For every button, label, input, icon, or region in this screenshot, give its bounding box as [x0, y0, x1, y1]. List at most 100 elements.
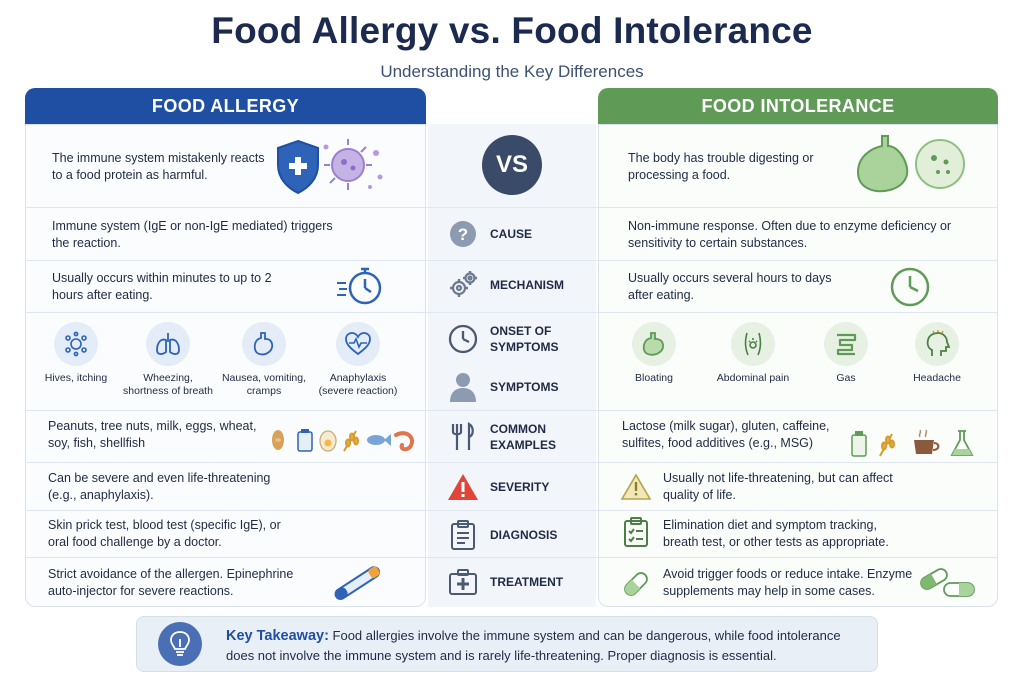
- pills-icon: [918, 565, 976, 599]
- intestine-icon: [824, 322, 868, 366]
- capsule-icon: [620, 568, 652, 600]
- bloated-stomach-icon: [632, 322, 676, 366]
- symptom-label: Nausea, vomiting, cramps: [221, 372, 307, 397]
- wheat-icon: [879, 433, 895, 457]
- category-label: COMMON EXAMPLES: [490, 422, 557, 452]
- intolerance-symptom: Headache: [887, 322, 987, 385]
- category-severity: SEVERITY: [446, 470, 596, 504]
- gears-icon: [446, 268, 480, 302]
- symptom-label: Abdominal pain: [716, 372, 790, 384]
- vs-badge: VS: [482, 135, 542, 195]
- intolerance-intro: The body has trouble digesting or proces…: [628, 151, 814, 182]
- intolerance-treatment: Avoid trigger foods or reduce intake. En…: [663, 567, 913, 598]
- heart-pulse-icon: [336, 322, 380, 366]
- row-divider: [25, 510, 998, 511]
- milk-icon: [297, 429, 313, 452]
- allergy-onset: Usually occurs within minutes to up to 2…: [52, 271, 272, 302]
- category-mechanism: MECHANISM: [446, 268, 596, 302]
- peanut-icon: [272, 430, 284, 450]
- clock-icon: [888, 265, 932, 309]
- category-cause: ? CAUSE: [446, 217, 596, 251]
- allergy-symptom: Hives, itching: [26, 322, 126, 385]
- intolerance-symptom: Gas: [796, 322, 896, 385]
- coffee-icon: [914, 429, 940, 454]
- fish-icon: [367, 434, 391, 446]
- allergy-intro: The immune system mistakenly reacts to a…: [52, 151, 265, 182]
- category-diagnosis: DIAGNOSIS: [446, 518, 596, 552]
- lungs-icon: [146, 322, 190, 366]
- symptom-label: Headache: [913, 372, 961, 384]
- allergen-foods-icon: [268, 427, 418, 453]
- epinephrine-injector-icon: [328, 562, 390, 602]
- allergy-severity: Can be severe and even life-threatening …: [48, 471, 271, 502]
- symptom-label: Gas: [836, 372, 856, 384]
- checklist-icon: [622, 516, 650, 548]
- headache-icon: [915, 322, 959, 366]
- symptom-label: Bloating: [635, 372, 673, 384]
- stopwatch-icon: [335, 263, 385, 309]
- category-label: CAUSE: [490, 227, 533, 241]
- symptom-label: Hives, itching: [44, 372, 108, 384]
- key-takeaway-text: Key Takeaway: Food allergies involve the…: [226, 626, 866, 665]
- abdomen-icon: [731, 322, 775, 366]
- key-takeaway-body: Food allergies involve the immune system…: [226, 628, 841, 663]
- intolerance-onset: Usually occurs several hours to days aft…: [628, 271, 832, 302]
- intolerance-examples: Lactose (milk sugar), gluten, caffeine, …: [622, 419, 830, 450]
- category-label: MECHANISM: [490, 278, 564, 292]
- allergy-symptom: Anaphylaxis (severe reaction): [308, 322, 408, 398]
- row-divider: [25, 557, 998, 558]
- category-label: SEVERITY: [490, 480, 550, 494]
- intolerance-header: FOOD INTOLERANCE: [598, 88, 998, 124]
- lightbulb-icon: [158, 622, 202, 666]
- row-divider: [25, 410, 998, 411]
- category-label: DIAGNOSIS: [490, 528, 558, 542]
- row-divider: [25, 260, 998, 261]
- category-examples: COMMON EXAMPLES: [446, 420, 596, 454]
- intolerance-severity: Usually not life-threatening, but can af…: [663, 471, 893, 502]
- category-label: TREATMENT: [490, 575, 564, 589]
- row-divider: [25, 312, 998, 313]
- page-title: Food Allergy vs. Food Intolerance: [211, 10, 813, 51]
- wheat-icon: [343, 430, 359, 452]
- milk-carton-icon: [851, 431, 867, 457]
- allergy-cause: Immune system (IgE or non-IgE mediated) …: [52, 219, 333, 250]
- row-divider: [25, 462, 998, 463]
- category-label: SYMPTOMS: [490, 380, 559, 394]
- intolerance-diagnosis: Elimination diet and symptom tracking, b…: [663, 518, 889, 549]
- category-column: [428, 124, 596, 607]
- allergy-examples: Peanuts, tree nuts, milk, eggs, wheat, s…: [48, 419, 257, 450]
- first-aid-icon: [446, 565, 480, 599]
- key-takeaway-box: [136, 616, 878, 672]
- allergy-symptom: Wheezing, shortness of breath: [118, 322, 218, 398]
- trigger-foods-icon: [848, 428, 983, 458]
- fork-knife-icon: [446, 420, 480, 454]
- page-subtitle: Understanding the Key Differences: [380, 62, 644, 81]
- allergy-header: FOOD ALLERGY: [25, 88, 426, 124]
- digestion-icon: [850, 132, 970, 198]
- allergy-treatment: Strict avoidance of the allergen. Epinep…: [48, 567, 294, 598]
- clock-icon: [446, 322, 480, 356]
- stomach-icon: [242, 322, 286, 366]
- symptom-label: Anaphylaxis (severe reaction): [318, 372, 398, 397]
- intolerance-symptom: Abdominal pain: [703, 322, 803, 385]
- warning-icon: [446, 470, 480, 504]
- svg-text:?: ?: [458, 225, 468, 244]
- immune-shield-icon: [270, 135, 390, 197]
- shrimp-icon: [394, 431, 415, 452]
- category-symptoms: SYMPTOMS: [446, 370, 596, 404]
- question-icon: ?: [446, 217, 480, 251]
- category-onset: ONSET OF SYMPTOMS: [446, 322, 596, 356]
- allergy-symptom: Nausea, vomiting, cramps: [214, 322, 314, 398]
- allergy-diagnosis: Skin prick test, blood test (specific Ig…: [48, 518, 281, 549]
- category-label: ONSET OF SYMPTOMS: [490, 324, 559, 354]
- hives-icon: [54, 322, 98, 366]
- category-treatment: TREATMENT: [446, 565, 596, 599]
- intolerance-panel: [598, 124, 998, 607]
- row-divider: [25, 207, 998, 208]
- person-icon: [446, 370, 480, 404]
- intolerance-cause: Non-immune response. Often due to enzyme…: [628, 219, 952, 250]
- flask-icon: [950, 430, 974, 456]
- intolerance-symptom: Bloating: [604, 322, 704, 385]
- clipboard-icon: [446, 518, 480, 552]
- caution-icon: [620, 473, 652, 501]
